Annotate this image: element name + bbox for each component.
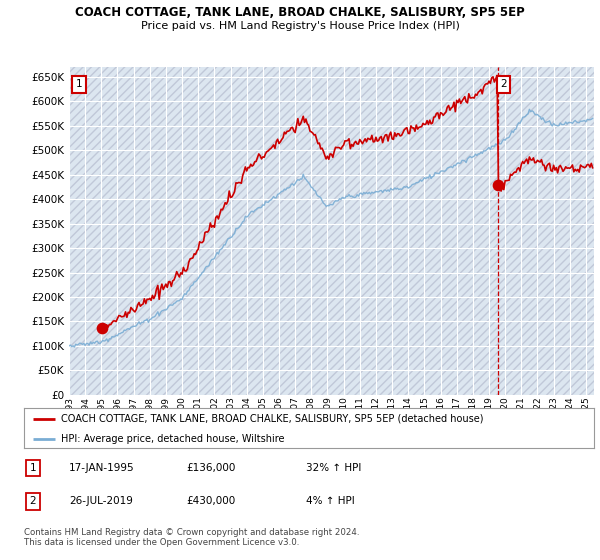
Point — [97, 324, 107, 333]
Text: COACH COTTAGE, TANK LANE, BROAD CHALKE, SALISBURY, SP5 5EP: COACH COTTAGE, TANK LANE, BROAD CHALKE, … — [75, 6, 525, 18]
Point — [493, 180, 503, 189]
Text: 1: 1 — [29, 463, 37, 473]
Text: 32% ↑ HPI: 32% ↑ HPI — [306, 463, 361, 473]
Text: 4% ↑ HPI: 4% ↑ HPI — [306, 496, 355, 506]
Text: HPI: Average price, detached house, Wiltshire: HPI: Average price, detached house, Wilt… — [61, 434, 284, 444]
Text: Price paid vs. HM Land Registry's House Price Index (HPI): Price paid vs. HM Land Registry's House … — [140, 21, 460, 31]
Text: 2: 2 — [29, 496, 37, 506]
Text: 2: 2 — [500, 80, 507, 89]
Text: 1: 1 — [76, 80, 82, 89]
Text: 17-JAN-1995: 17-JAN-1995 — [69, 463, 134, 473]
Text: Contains HM Land Registry data © Crown copyright and database right 2024.
This d: Contains HM Land Registry data © Crown c… — [24, 528, 359, 547]
Text: COACH COTTAGE, TANK LANE, BROAD CHALKE, SALISBURY, SP5 5EP (detached house): COACH COTTAGE, TANK LANE, BROAD CHALKE, … — [61, 414, 484, 423]
Text: 26-JUL-2019: 26-JUL-2019 — [69, 496, 133, 506]
Text: £136,000: £136,000 — [186, 463, 235, 473]
Text: £430,000: £430,000 — [186, 496, 235, 506]
